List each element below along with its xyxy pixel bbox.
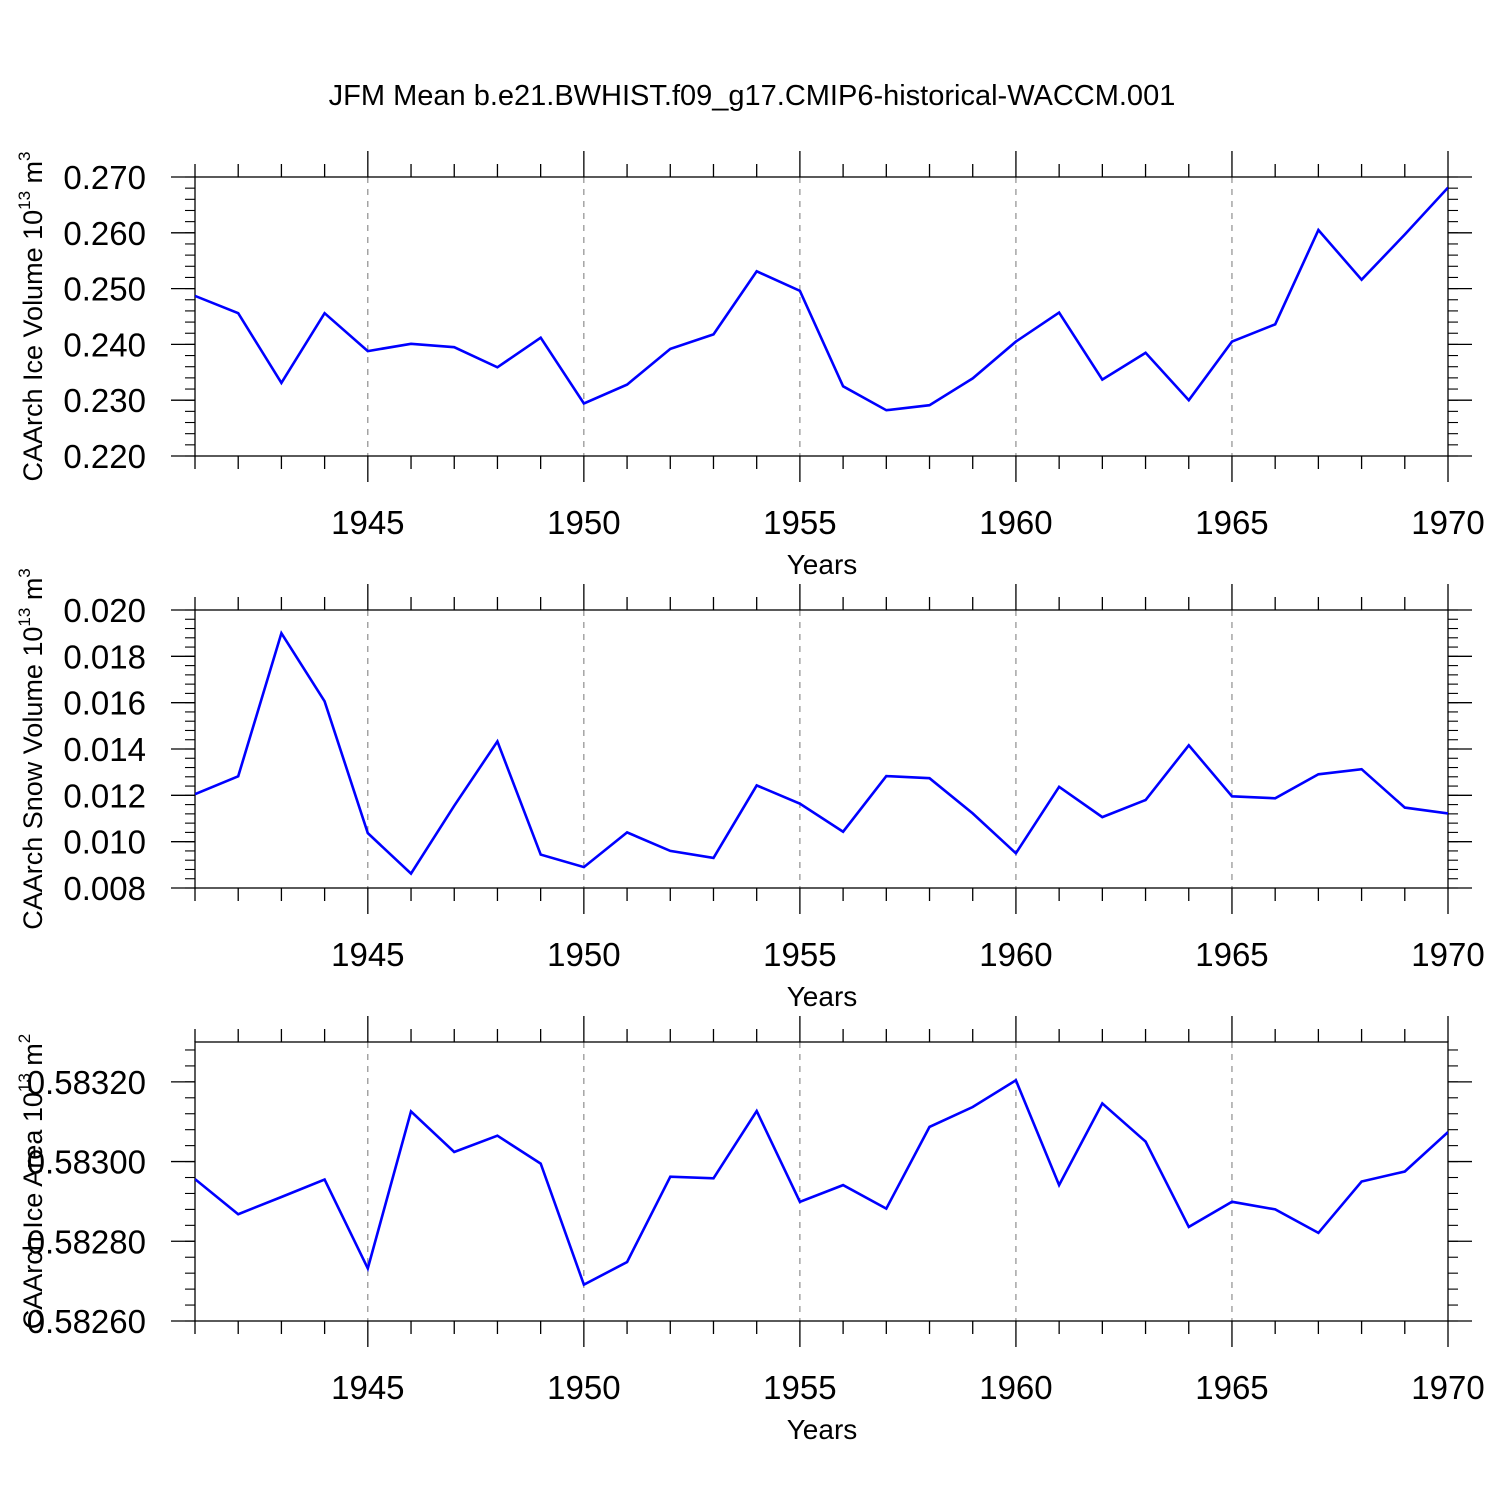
y-tick-label: 0.020: [63, 592, 146, 629]
panel-1: 1945 1950 1955 1960 1965 1970 Years 0.220 0.230 0…: [15, 151, 1485, 580]
x-tick-label: 1950: [547, 936, 620, 973]
y-tick-label: 0.018: [63, 638, 146, 675]
y-tick-label: 0.012: [63, 777, 146, 814]
x-tick-label: 1965: [1195, 1369, 1268, 1406]
y-axis-label: CAArch Snow Volume 1013 m3: [15, 568, 48, 930]
x-tick-label: 1945: [331, 504, 404, 541]
y-tick-label: 0.260: [63, 215, 146, 252]
y-tick-label: 0.58320: [27, 1064, 146, 1101]
x-tick-label: 1950: [547, 504, 620, 541]
x-tick-label: 1960: [979, 1369, 1052, 1406]
y-tick-label: 0.008: [63, 870, 146, 907]
x-tick-label: 1965: [1195, 504, 1268, 541]
plot-frame: [194, 1041, 1449, 1322]
y-tick-label: 0.220: [63, 438, 146, 475]
y-tick-label: 0.270: [63, 159, 146, 196]
x-tick-label: 1950: [547, 1369, 620, 1406]
y-tick-label: 0.58300: [27, 1144, 146, 1181]
x-tick-label: 1945: [331, 936, 404, 973]
panels: 1945 1950 1955 1960 1965 1970 Years 0.220 0.230 0…: [15, 151, 1485, 1445]
y-axis-label: CAArch Ice Volume 1013 m3: [15, 151, 48, 481]
y-tick-label: 0.016: [63, 685, 146, 722]
x-tick-label: 1945: [331, 1369, 404, 1406]
chart-title: JFM Mean b.e21.BWHIST.f09_g17.CMIP6-hist…: [329, 80, 1176, 112]
series-line: [195, 1078, 1448, 1287]
series-line: [195, 186, 1448, 412]
series-line: [195, 630, 1448, 876]
x-axis-label: Years: [787, 549, 858, 580]
x-tick-label: 1955: [763, 1369, 836, 1406]
y-tick-label: 0.58280: [27, 1223, 146, 1260]
y-tick-label: 0.014: [63, 731, 146, 768]
x-tick-label: 1960: [979, 504, 1052, 541]
x-tick-label: 1955: [763, 936, 836, 973]
y-tick-label: 0.240: [63, 326, 146, 363]
y-axis-label: CAArch Ice Area 1013 m2: [15, 1034, 48, 1330]
x-tick-label: 1970: [1411, 1369, 1484, 1406]
x-axis-label: Years: [787, 981, 858, 1012]
x-tick-label: 1970: [1411, 936, 1484, 973]
x-tick-label: 1970: [1411, 504, 1484, 541]
x-tick-label: 1965: [1195, 936, 1268, 973]
x-tick-label: 1955: [763, 504, 836, 541]
y-tick-label: 0.010: [63, 824, 146, 861]
plot-frame: [194, 176, 1449, 457]
x-tick-label: 1960: [979, 936, 1052, 973]
panel-3: 1945 1950 1955 1960 1965 1970 Years 0.58260 0.58…: [15, 1016, 1485, 1445]
y-tick-label: 0.58260: [27, 1303, 146, 1340]
y-tick-label: 0.230: [63, 382, 146, 419]
y-tick-label: 0.250: [63, 271, 146, 308]
panel-2: 1945 1950 1955 1960 1965 1970 Years 0.008 0.010 0…: [15, 568, 1485, 1012]
x-axis-label: Years: [787, 1414, 858, 1445]
